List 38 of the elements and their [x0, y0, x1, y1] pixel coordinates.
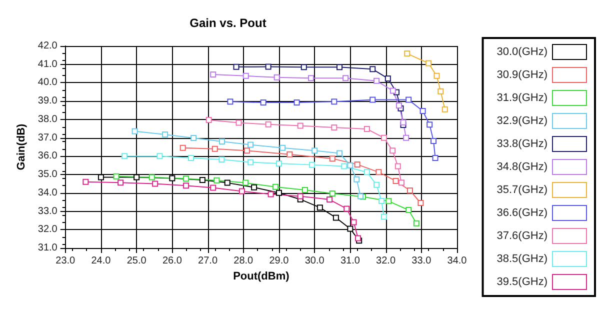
legend-label: 35.7(GHz) [496, 184, 548, 196]
legend-label: 32.9(GHz) [496, 115, 548, 127]
x-tick-label: 26.0 [162, 256, 182, 266]
y-axis-title: Gain(dB) [16, 123, 28, 170]
legend-label: 30.0(GHz) [496, 46, 548, 58]
x-tick-label: 25.0 [126, 256, 147, 266]
x-tick-label: 24.0 [91, 256, 112, 266]
legend-label: 39.5(GHz) [496, 276, 548, 288]
x-tick-label: 33.0 [412, 256, 432, 266]
y-tick-label: 37.0 [38, 132, 58, 144]
y-tick-label: 31.0 [38, 242, 58, 254]
x-tick-label: 29.0 [269, 256, 290, 266]
y-tick-label: 42.0 [38, 40, 58, 52]
legend-label: 36.6(GHz) [496, 207, 548, 219]
x-tick-label: 30.0 [304, 256, 325, 266]
x-tick-label: 23.0 [56, 256, 76, 266]
y-tick-label: 34.0 [38, 187, 58, 198]
legend-label: 33.8(GHz) [496, 138, 548, 150]
legend-label: 38.5(GHz) [496, 253, 548, 265]
y-tick-label: 40.0 [38, 77, 58, 88]
x-axis-title: Pout(dBm) [233, 270, 290, 282]
y-tick-label: 32.0 [38, 224, 58, 236]
chart-title: Gain vs. Pout [190, 16, 266, 30]
x-tick-label: 32.0 [376, 256, 396, 266]
legend-label: 30.9(GHz) [496, 69, 548, 81]
y-tick-label: 39.0 [38, 96, 58, 107]
x-tick-label: 28.0 [234, 256, 254, 266]
y-tick-label: 33.0 [38, 206, 58, 217]
x-tick-label: 34.0 [447, 256, 468, 266]
x-tick-label: 31.0 [340, 256, 360, 266]
legend-label: 34.8(GHz) [496, 161, 548, 173]
y-tick-label: 41.0 [38, 58, 58, 70]
y-tick-label: 36.0 [38, 150, 58, 162]
x-tick-label: 27.0 [198, 256, 218, 266]
y-tick-label: 38.0 [38, 114, 58, 125]
y-tick-label: 35.0 [38, 169, 58, 180]
legend-label: 37.6(GHz) [496, 230, 548, 242]
legend-label: 31.9(GHz) [496, 92, 548, 104]
